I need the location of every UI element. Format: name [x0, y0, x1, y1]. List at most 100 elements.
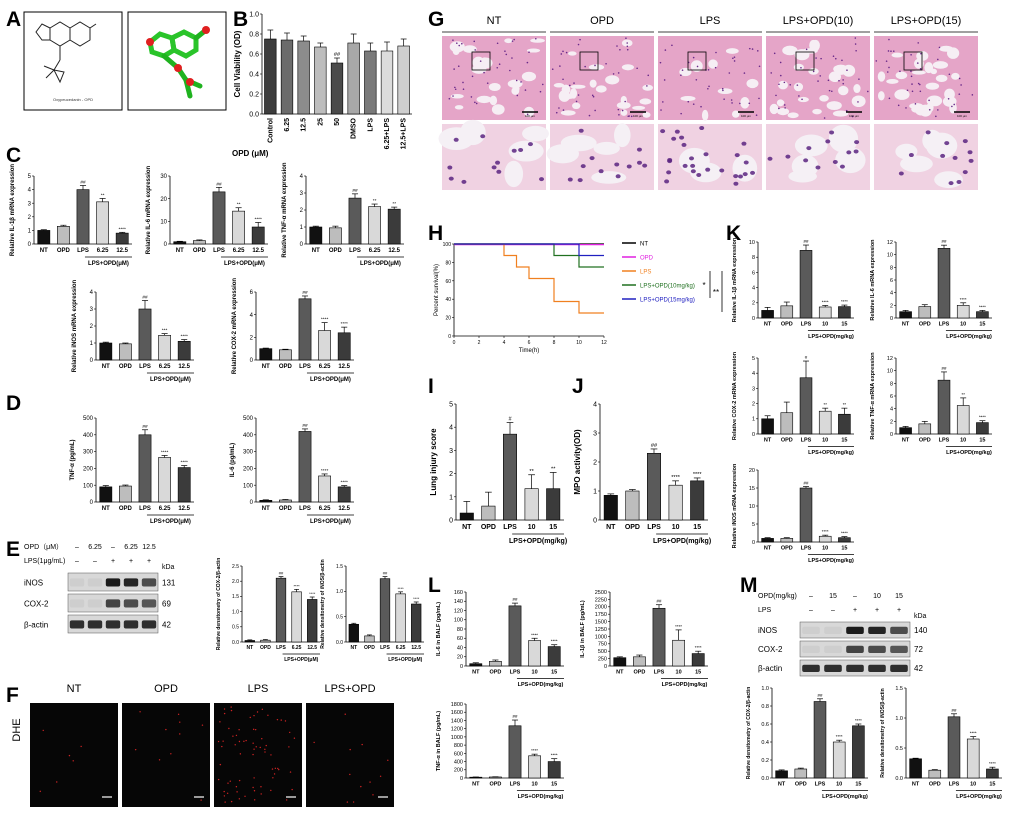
blot-band — [123, 578, 139, 587]
dhe-signal — [179, 721, 181, 723]
nucleus — [636, 67, 638, 70]
significance-mark: ## — [651, 443, 658, 449]
alveolus — [491, 104, 505, 115]
blot-band — [824, 626, 842, 634]
y-tick-label: 8 — [890, 265, 893, 271]
panel-c-chart-2: 0 10 20 30 Relative IL-6 mRNA expression NT OP… — [146, 165, 268, 267]
nucleus-large — [580, 164, 586, 169]
alveolus — [769, 103, 779, 115]
alveolus — [595, 85, 607, 93]
x-tick-label: LPS — [949, 782, 960, 788]
dhe-signal — [379, 775, 382, 777]
y-tick-label: 0 — [28, 242, 32, 248]
lps-lane-value: + — [897, 607, 901, 614]
opd-lane-value: 6.25 — [124, 544, 138, 551]
bar — [818, 535, 832, 543]
alveolus — [828, 71, 842, 83]
y-tick-label: 0 — [460, 664, 463, 670]
blot-band — [69, 599, 85, 608]
dhe-signal — [288, 746, 290, 748]
lps-lane-value: + — [111, 558, 115, 565]
bar — [337, 486, 351, 503]
alveolus — [690, 60, 703, 72]
dhe-signal — [244, 795, 246, 798]
nucleus-large — [636, 147, 642, 152]
blot-band — [87, 599, 103, 608]
x-tick-label: NT — [764, 322, 772, 328]
dhe-signal — [253, 799, 256, 801]
significance-mark: **** — [321, 317, 329, 323]
alveolus-large — [900, 155, 933, 173]
y-axis-label: MPO activity(OD) — [573, 429, 582, 495]
dhe-signal — [235, 786, 238, 788]
nucleus-large — [480, 134, 486, 139]
histology-column-title: LPS — [700, 15, 721, 27]
significance-mark: **** — [531, 632, 538, 637]
bar — [298, 298, 312, 361]
y-tick-label: 100 — [443, 242, 452, 248]
y-tick-label: 5 — [449, 401, 453, 408]
alveolus-large — [504, 160, 524, 188]
dhe-signal — [261, 708, 264, 711]
blot-band — [802, 626, 820, 634]
bar — [259, 348, 273, 361]
blot-band — [141, 578, 157, 587]
nucleus-large — [453, 137, 459, 142]
dhe-signal — [253, 777, 255, 779]
alveolus-large — [508, 140, 544, 162]
alveolus — [507, 79, 523, 88]
dhe-signal — [177, 713, 180, 716]
nucleus-large — [664, 179, 670, 184]
nucleus — [498, 63, 501, 66]
opd-header-label: OPD（μM） — [24, 543, 63, 551]
nucleus — [817, 80, 819, 82]
x-tick-label: 10 — [970, 782, 976, 788]
alveolus — [782, 45, 798, 56]
alveolus — [521, 71, 537, 82]
bar — [99, 486, 113, 503]
y-tick-label: 12 — [887, 356, 893, 362]
bar — [76, 189, 90, 245]
x-tick-label: LPS — [801, 322, 812, 328]
y-tick-label: 20 — [749, 468, 755, 474]
nucleus — [457, 65, 460, 68]
dhe-signal — [352, 801, 355, 803]
y-axis-label: TNF-α in BALF (pg/mL) — [436, 711, 442, 771]
bar — [780, 305, 794, 319]
x-tick-label: NT — [764, 546, 772, 552]
dhe-signal — [265, 744, 267, 747]
nucleus — [659, 61, 662, 64]
dhe-signal — [276, 718, 279, 721]
nucleus — [778, 83, 780, 86]
nucleus — [594, 64, 596, 67]
x-tick-label: 10 — [528, 524, 536, 531]
bar — [928, 769, 942, 779]
nucleus-large — [447, 165, 453, 170]
nucleus-large — [615, 174, 621, 179]
nucleus — [700, 105, 702, 108]
nucleus — [569, 84, 571, 87]
x-tick-label: NT — [778, 782, 786, 788]
nucleus — [842, 79, 844, 81]
x-tick-label: OPD — [919, 322, 931, 328]
histology-column-title: NT — [487, 15, 502, 27]
nucleus — [551, 68, 554, 70]
bar — [918, 423, 932, 435]
x-tick-label: 12.5 — [338, 364, 350, 370]
dhe-signal — [227, 782, 229, 784]
x-tick-label: OPD — [625, 524, 640, 531]
nucleus-large — [825, 139, 831, 144]
nucleus — [748, 47, 751, 50]
nucleus-large — [667, 159, 673, 164]
nucleus — [664, 49, 667, 51]
panel-letter-m: M — [740, 574, 758, 597]
panel-d-charts: 0 100 200 300 400 500 TNF-α (pg/mL) NT OPD ## LPS *… — [70, 416, 354, 525]
group-label: LPS+OPD(mg/kg) — [518, 682, 564, 688]
group-label: LPS+OPD(mg/kg) — [509, 538, 567, 545]
x-tick-label: 6.25 — [284, 118, 291, 132]
nucleus — [885, 60, 888, 62]
nucleus — [560, 53, 563, 55]
nucleus-large — [511, 148, 517, 153]
alveolus — [793, 82, 804, 92]
nucleus — [805, 48, 808, 51]
